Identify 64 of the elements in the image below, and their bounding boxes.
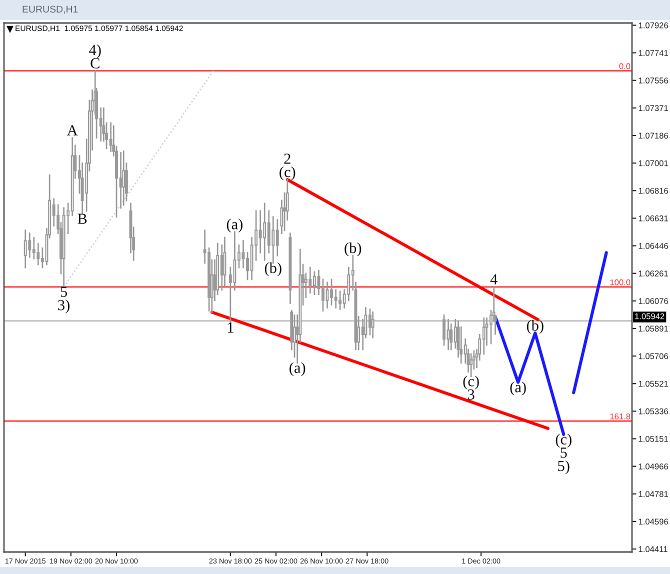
y-tick-label: 1.07001	[638, 160, 668, 166]
y-tick-label: 1.04781	[638, 491, 668, 497]
y-tick-label: 1.07371	[638, 105, 668, 112]
annotation: (b)	[264, 262, 282, 276]
y-tick-label: 1.06261	[638, 270, 668, 276]
candlestick	[371, 312, 374, 338]
annotation: (c) 3	[463, 376, 479, 400]
candlestick	[223, 237, 226, 286]
annotation: 2 (c)	[280, 154, 296, 180]
annotation: (b)	[344, 242, 362, 256]
candlestick	[276, 219, 279, 256]
annotation: 5 3)	[58, 286, 70, 314]
candlestick	[36, 242, 40, 266]
y-tick-label: 1.05521	[638, 380, 668, 387]
y-tick-label: 1.06446	[638, 242, 668, 249]
annotation: A	[66, 125, 78, 136]
annotation: 161.8	[610, 413, 630, 420]
candlestick	[233, 231, 236, 291]
y-tick-label: 1.04966	[638, 464, 668, 470]
candlestick	[442, 314, 446, 346]
annotation: 4	[490, 274, 498, 284]
y-tick-label: 1.07926	[638, 22, 668, 28]
candlestick	[338, 290, 342, 310]
candlestick	[312, 271, 316, 296]
candlestick	[122, 150, 126, 206]
candlestick	[32, 237, 36, 260]
y-tick-label: 1.04411	[638, 546, 668, 552]
annotation: (c) 5 5)	[556, 434, 572, 474]
candlestick	[482, 318, 486, 355]
candlestick	[272, 216, 275, 264]
y-tick-label: 1.06076	[638, 298, 668, 304]
annotation: 1	[228, 322, 234, 333]
y-tick-label: 1.05336	[638, 408, 668, 414]
candlestick	[368, 308, 372, 336]
annotation: 0.0	[619, 63, 630, 70]
annotation: (a)	[510, 382, 526, 396]
y-tick-label: 1.05706	[638, 353, 668, 360]
candlestick	[334, 289, 338, 308]
y-tick-label: 1.06816	[638, 188, 668, 194]
candlestick	[28, 232, 32, 258]
candlestick	[267, 210, 270, 254]
candlestick	[330, 278, 334, 306]
y-tick-label: 1.07556	[638, 78, 668, 84]
y-tick-label: 1.04596	[638, 518, 668, 525]
ref-line-label: 1.05942	[635, 313, 664, 320]
candlestick	[470, 353, 473, 378]
candlestick	[450, 323, 453, 350]
candlestick	[258, 210, 262, 254]
candlestick	[347, 266, 350, 302]
candlestick	[24, 230, 27, 268]
annotation: B	[78, 214, 87, 224]
annotation: 4) C	[89, 44, 101, 68]
y-tick-label: 1.06631	[638, 215, 668, 222]
annotation: (a)	[226, 218, 242, 232]
annotation: (b)	[526, 320, 544, 334]
candlestick	[263, 202, 266, 261]
y-tick-label: 1.05891	[638, 326, 668, 332]
annotation: 100.0	[610, 279, 630, 286]
y-tick-label: 1.07741	[638, 50, 668, 56]
y-tick-label: 1.07186	[638, 132, 668, 139]
y-tick-label: 1.05151	[638, 436, 668, 442]
chart-title: EURUSD,H1	[22, 6, 78, 14]
candlestick	[308, 266, 312, 294]
annotation: (a)	[290, 362, 306, 376]
